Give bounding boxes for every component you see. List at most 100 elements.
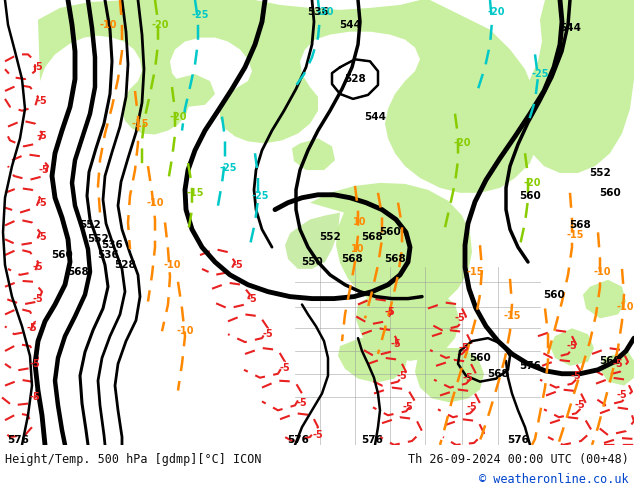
- Text: -5: -5: [32, 294, 43, 304]
- Text: -5: -5: [32, 262, 43, 272]
- Text: -5: -5: [37, 96, 48, 106]
- Text: -5: -5: [37, 131, 48, 142]
- Text: -25: -25: [531, 69, 549, 79]
- Polygon shape: [338, 336, 408, 383]
- Text: -10: -10: [146, 197, 164, 208]
- Text: -15: -15: [466, 267, 484, 277]
- Polygon shape: [38, 0, 540, 193]
- Text: -5: -5: [313, 430, 323, 440]
- Text: -10: -10: [163, 260, 181, 270]
- Text: 552: 552: [87, 234, 109, 245]
- Text: 536: 536: [307, 7, 329, 17]
- Text: -5: -5: [233, 260, 243, 270]
- Text: 544: 544: [559, 23, 581, 33]
- Text: -15: -15: [503, 311, 521, 321]
- Text: -5: -5: [467, 402, 477, 413]
- Text: -5: -5: [27, 323, 37, 333]
- Text: 568: 568: [384, 254, 406, 264]
- Text: 576: 576: [287, 435, 309, 445]
- Text: Height/Temp. 500 hPa [gdmp][°C] ICON: Height/Temp. 500 hPa [gdmp][°C] ICON: [5, 453, 261, 466]
- Polygon shape: [550, 328, 594, 366]
- Polygon shape: [170, 74, 215, 107]
- Text: -5: -5: [385, 307, 396, 318]
- Text: 576: 576: [7, 435, 29, 445]
- Text: 10: 10: [353, 218, 366, 227]
- Text: 550: 550: [301, 257, 323, 267]
- Text: 544: 544: [339, 20, 361, 30]
- Polygon shape: [310, 183, 472, 313]
- Text: -20: -20: [453, 138, 471, 148]
- Text: 568: 568: [569, 220, 591, 230]
- Text: -5: -5: [571, 371, 581, 381]
- Text: 560: 560: [469, 353, 491, 363]
- Polygon shape: [583, 280, 626, 318]
- Polygon shape: [520, 0, 634, 173]
- Polygon shape: [285, 213, 340, 269]
- Text: 544: 544: [364, 112, 386, 122]
- Text: 576: 576: [507, 435, 529, 445]
- Text: 536: 536: [97, 250, 119, 260]
- Text: 568: 568: [599, 356, 621, 366]
- Text: -5: -5: [30, 392, 41, 402]
- Text: -5: -5: [397, 371, 408, 381]
- Text: 560: 560: [379, 227, 401, 237]
- Text: -25: -25: [251, 191, 269, 201]
- Text: -5: -5: [612, 359, 623, 369]
- Text: -5: -5: [247, 294, 257, 304]
- Text: 568: 568: [67, 267, 89, 277]
- Text: -10: -10: [616, 301, 634, 312]
- Polygon shape: [220, 104, 265, 135]
- Polygon shape: [600, 351, 634, 386]
- Text: -15: -15: [566, 230, 584, 240]
- Text: -5: -5: [403, 402, 413, 413]
- Text: 576: 576: [361, 435, 383, 445]
- Text: 552: 552: [589, 168, 611, 178]
- Polygon shape: [415, 348, 484, 402]
- Text: 528: 528: [114, 260, 136, 270]
- Text: -20: -20: [152, 20, 169, 30]
- Text: 560: 560: [543, 290, 565, 300]
- Text: -5: -5: [32, 62, 43, 72]
- Text: -5: -5: [39, 165, 49, 175]
- Text: -5: -5: [455, 314, 465, 323]
- Text: -20: -20: [488, 7, 505, 17]
- Text: 560: 560: [599, 188, 621, 198]
- Text: -5: -5: [463, 373, 474, 383]
- Text: © weatheronline.co.uk: © weatheronline.co.uk: [479, 473, 629, 487]
- Text: -20: -20: [523, 178, 541, 188]
- Text: Th 26-09-2024 00:00 UTC (00+48): Th 26-09-2024 00:00 UTC (00+48): [408, 453, 629, 466]
- Text: -25: -25: [219, 163, 236, 173]
- Text: -5: -5: [458, 343, 469, 353]
- Text: 576: 576: [519, 361, 541, 371]
- Text: -5: -5: [567, 341, 578, 351]
- Polygon shape: [428, 147, 477, 183]
- Text: 10: 10: [351, 244, 365, 254]
- Text: 560: 560: [51, 250, 73, 260]
- Text: 568: 568: [361, 232, 383, 242]
- Text: -5: -5: [37, 232, 48, 242]
- Text: -20: -20: [169, 112, 187, 122]
- Text: -5: -5: [37, 197, 48, 208]
- Text: -5: -5: [391, 339, 401, 349]
- Text: -10: -10: [593, 267, 611, 277]
- Polygon shape: [486, 111, 530, 147]
- Text: -5: -5: [262, 329, 273, 339]
- Text: -25: -25: [191, 10, 209, 20]
- Text: -10: -10: [176, 326, 194, 336]
- Text: -5: -5: [617, 391, 628, 400]
- Text: 568: 568: [341, 254, 363, 264]
- Polygon shape: [292, 138, 335, 170]
- Text: 568: 568: [487, 369, 509, 379]
- Text: -10: -10: [100, 20, 117, 30]
- Text: -5: -5: [574, 400, 585, 410]
- Text: -5: -5: [297, 398, 307, 408]
- Text: 552: 552: [79, 220, 101, 230]
- Text: -30: -30: [316, 7, 333, 17]
- Text: 552: 552: [319, 232, 341, 242]
- Text: 560: 560: [519, 191, 541, 201]
- Text: -15: -15: [131, 119, 149, 128]
- Text: -5: -5: [30, 359, 41, 369]
- Text: -15: -15: [186, 188, 204, 198]
- Polygon shape: [356, 287, 460, 361]
- Text: 528: 528: [344, 74, 366, 84]
